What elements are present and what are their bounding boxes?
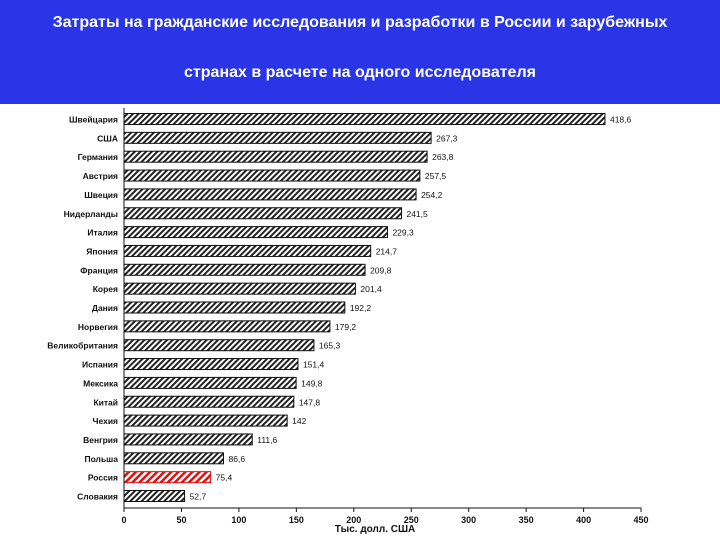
- bar: [123, 395, 295, 408]
- data-label: 192,2: [350, 303, 372, 313]
- chart-title-line-2: странах в расчете на одного исследовател…: [184, 64, 536, 81]
- data-label: 179,2: [335, 322, 357, 332]
- bar: [123, 244, 372, 257]
- bar: [123, 301, 346, 314]
- x-tick-label: 350: [519, 515, 534, 525]
- x-tick-label: 250: [404, 515, 419, 525]
- data-label: 165,3: [319, 341, 341, 351]
- data-label: 111,6: [257, 435, 277, 445]
- category-label: Словакия: [77, 492, 118, 502]
- data-label: 147,8: [299, 397, 321, 407]
- category-label: Мексика: [83, 378, 118, 388]
- data-label: 229,3: [392, 228, 414, 238]
- x-tick-label: 450: [634, 515, 649, 525]
- bar-highlighted: [123, 471, 212, 484]
- bar: [123, 131, 432, 144]
- title-banner: Затраты на гражданские исследования и ра…: [0, 0, 720, 104]
- data-label: 257,5: [425, 171, 447, 181]
- x-axis-label: Тыс. долл. США: [335, 524, 416, 535]
- data-label: 263,8: [432, 152, 454, 162]
- bar: [123, 282, 356, 295]
- bar: [123, 207, 402, 220]
- data-label: 149,8: [301, 378, 323, 388]
- category-label: Франция: [80, 265, 118, 275]
- category-label: Польша: [84, 454, 118, 464]
- category-label: Нидерланды: [64, 209, 118, 219]
- data-label: 254,2: [421, 190, 443, 200]
- data-label: 418,6: [610, 115, 632, 125]
- category-label: Япония: [86, 246, 118, 256]
- x-tick-label: 300: [461, 515, 476, 525]
- bar: [123, 433, 253, 446]
- x-tick-label: 200: [346, 515, 361, 525]
- data-label: 267,3: [436, 133, 458, 143]
- category-label: США: [97, 133, 118, 143]
- category-label: Германия: [78, 152, 118, 162]
- bar: [123, 113, 606, 125]
- category-label: Италия: [87, 228, 118, 238]
- bar: [123, 320, 331, 333]
- category-label: Швеция: [84, 190, 118, 200]
- x-tick-label: 0: [121, 515, 126, 525]
- chart-title-line-1: Затраты на гражданские исследования и ра…: [52, 14, 668, 31]
- bar: [123, 414, 288, 427]
- category-label: Дания: [92, 303, 118, 313]
- data-label: 209,8: [370, 265, 392, 275]
- data-label: 241,5: [406, 209, 428, 219]
- x-tick-label: 150: [289, 515, 304, 525]
- data-label: 201,4: [360, 284, 382, 294]
- data-label: 142: [292, 416, 306, 426]
- category-label: Чехия: [93, 416, 119, 426]
- bar: [123, 490, 186, 502]
- data-label: 75,4: [216, 473, 233, 483]
- data-label: 214,7: [376, 246, 398, 256]
- x-tick-label: 400: [576, 515, 591, 525]
- category-label: Испания: [82, 360, 118, 370]
- bar: [123, 188, 417, 201]
- bars-layer: Швейцария 418,6 США 267,3 Германия 263,8 Австр…: [47, 113, 632, 502]
- data-label: 151,4: [303, 360, 325, 370]
- bar-chart: Швейцария 418,6 США 267,3 Германия 263,8 Австр…: [47, 108, 649, 535]
- x-axis: 0 50 100 150 200 250 300 350 400 450: [121, 108, 649, 525]
- category-label: Китай: [93, 397, 118, 407]
- bar: [123, 150, 428, 163]
- bar: [123, 263, 366, 276]
- bar: [123, 169, 421, 182]
- category-label: Австрия: [83, 171, 118, 181]
- bar: [123, 376, 297, 389]
- category-label: Корея: [93, 284, 118, 294]
- bar: [123, 226, 388, 239]
- bar: [123, 358, 299, 371]
- category-label: Норвегия: [78, 322, 118, 332]
- x-tick-label: 100: [231, 515, 246, 525]
- category-label: Великобритания: [47, 341, 118, 351]
- data-label: 86,6: [229, 454, 246, 464]
- category-label: Россия: [88, 473, 118, 483]
- bar: [123, 339, 315, 352]
- x-tick-label: 50: [176, 515, 186, 525]
- category-label: Венгрия: [83, 435, 118, 445]
- category-label: Швейцария: [69, 115, 118, 125]
- data-label: 52,7: [190, 492, 207, 502]
- bar: [123, 452, 225, 465]
